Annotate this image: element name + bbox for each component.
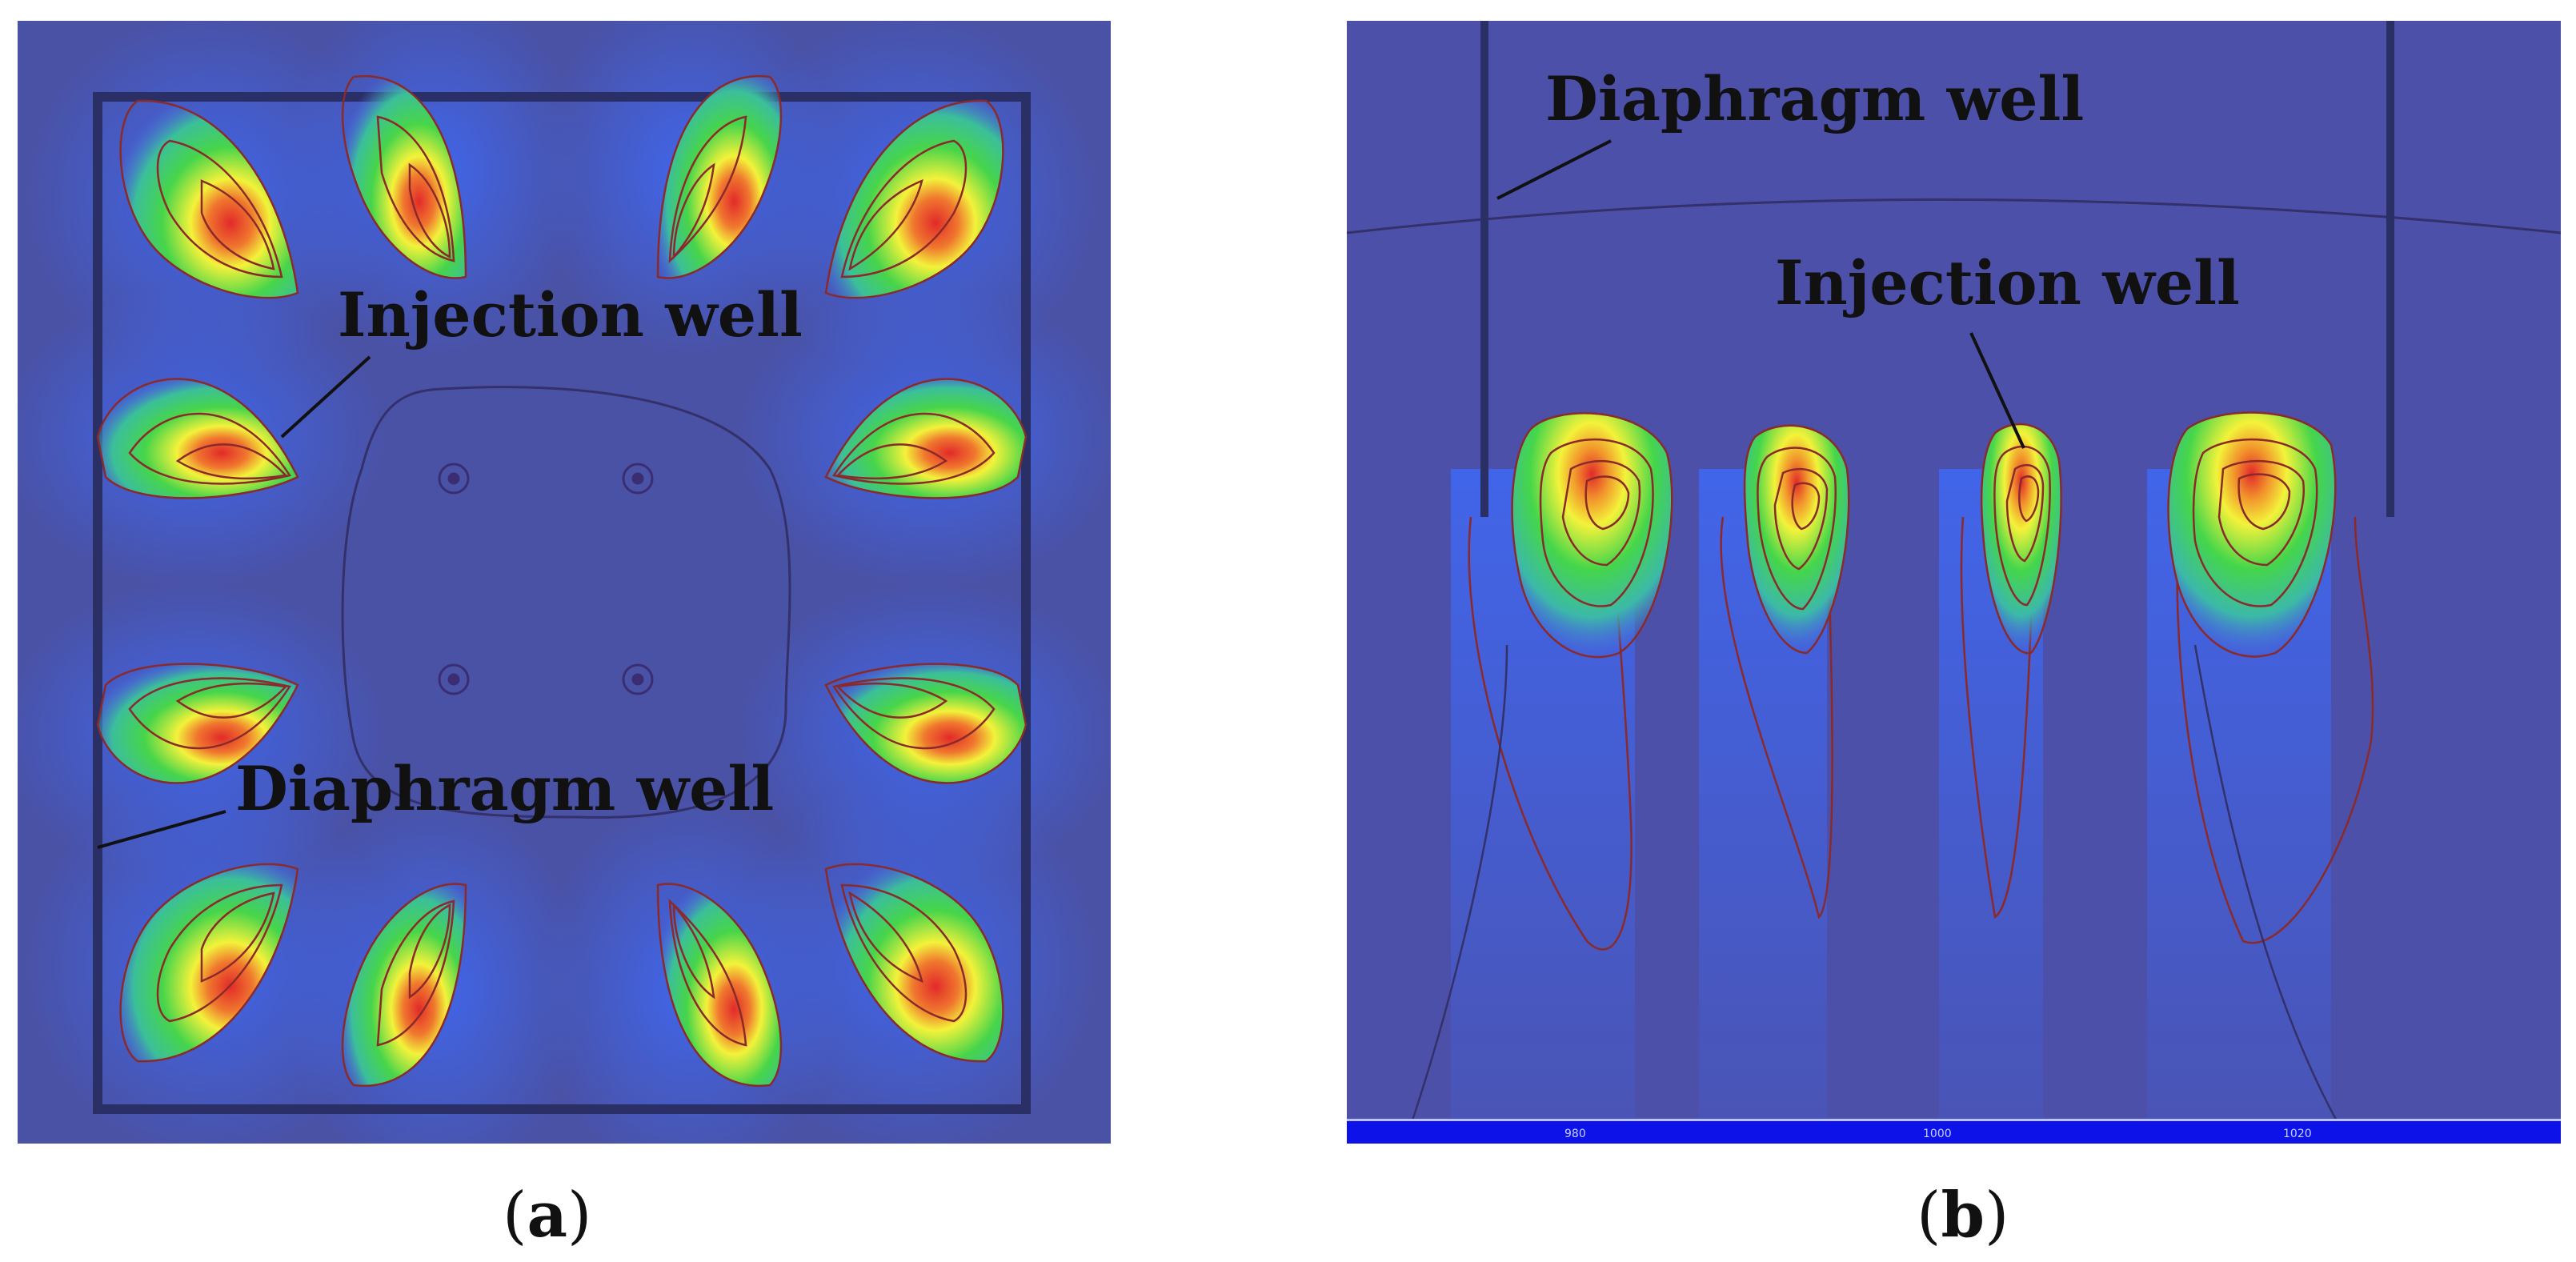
injection-well-label: Injection well [338,279,803,351]
ground-surface-contour [1347,198,2561,234]
caption-a-close: ) [567,1180,592,1252]
diaphragm-wall-outline [93,92,1031,1114]
injection-leader-line [280,355,371,439]
deep-contours [1409,644,2341,1126]
outer-contours [1468,516,2374,951]
injection-plume-group [96,74,1028,1088]
panel-b-section-view: 980 1000 1020 Diaphragm well Injection w… [1347,21,2561,1144]
axis-tick-1: 980 [1564,1128,1586,1140]
caption-a-letter: a [527,1179,567,1252]
panel-b-contour-plot [1347,21,2561,1144]
injection-well-label: Injection well [1775,247,2240,319]
diaphragm-leader-line [1496,139,1612,200]
caption-b: (b) [1917,1184,2009,1248]
pit-well-markers [438,463,654,695]
caption-b-close: ) [1984,1180,2009,1252]
panel-a-contour-plot [18,21,1111,1144]
diaphragm-well-label: Diaphragm well [1545,63,2085,134]
diaphragm-well-label: Diaphragm well [235,753,775,824]
depth-axis-strip [1347,1119,2561,1144]
diaphragm-leader-line [97,810,226,849]
panel-a-plan-view: Injection well Diaphragm well [18,21,1111,1144]
axis-tick-2: 1000 [1923,1128,1952,1140]
caption-b-open: ( [1917,1180,1941,1252]
caption-a: (a) [503,1184,591,1248]
injection-leader-line [1969,332,2025,449]
injection-plume-group [1511,411,2337,659]
axis-tick-3: 1020 [2283,1128,2312,1140]
caption-b-letter: b [1941,1179,1985,1252]
caption-a-open: ( [503,1180,527,1252]
excavation-contour [341,386,791,819]
